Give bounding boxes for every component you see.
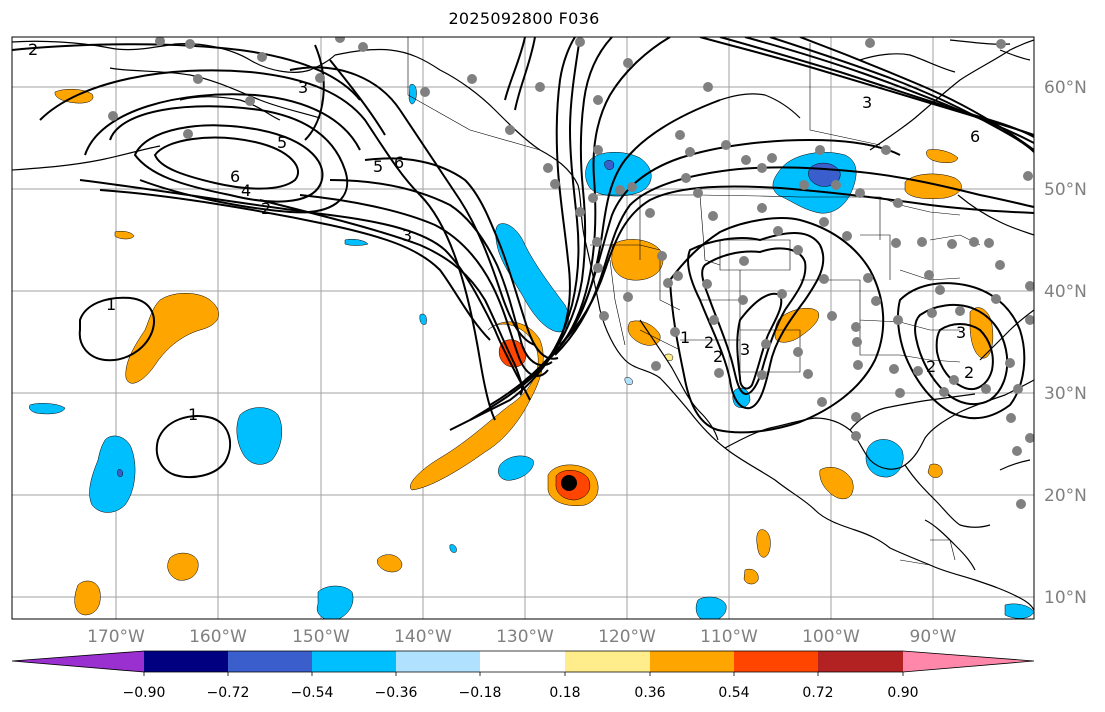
contour-label: 3 (862, 93, 872, 112)
colorbar-tick-label: −0.72 (207, 685, 250, 701)
colorbar-segment (650, 651, 735, 672)
contour-label: 3 (956, 323, 966, 342)
colorbar-segment (312, 651, 397, 672)
lon-label: 90°W (910, 627, 957, 647)
contour-label: 2 (926, 357, 936, 376)
map-title: 2025092800 F036 (448, 9, 600, 28)
colorbar-tick-label: 0.90 (887, 685, 918, 701)
contour-label: 1 (680, 328, 690, 347)
lon-label: 100°W (802, 627, 860, 647)
contour-label: 1 (188, 405, 198, 424)
contour-label: 4 (241, 181, 251, 200)
colorbar-segment (818, 651, 904, 672)
lat-label: 20°N (1044, 486, 1087, 506)
lon-label: 150°W (292, 627, 350, 647)
height-contours (12, 37, 1034, 479)
center-marker (561, 475, 577, 491)
colorbar-tick-label: 0.36 (634, 685, 665, 701)
lat-label: 30°N (1044, 384, 1087, 404)
lon-label: 110°W (700, 627, 758, 647)
colorbar-left-extension (12, 651, 144, 672)
lon-label: 130°W (496, 627, 554, 647)
colorbar-tick-label: −0.36 (375, 685, 418, 701)
colorbar-tick-label: 0.72 (802, 685, 833, 701)
colorbar-segment (480, 651, 566, 672)
contour-label: 2 (261, 199, 271, 218)
colorbar-ticks (143, 672, 904, 676)
contour-label: 6 (394, 153, 404, 172)
contour-label: 5 (373, 157, 383, 176)
colorbar-tick-label: 0.54 (718, 685, 749, 701)
longitude-labels: 170°W 160°W 150°W 140°W 130°W 120°W 110°… (87, 627, 957, 647)
lon-label: 140°W (394, 627, 452, 647)
colorbar-tick-label: −0.54 (291, 685, 334, 701)
contour-label: 3 (740, 340, 750, 359)
lat-label: 60°N (1044, 78, 1087, 98)
contour-label: 2 (964, 363, 974, 382)
colorbar-segment (734, 651, 819, 672)
colorbar-segment (396, 651, 481, 672)
contour-label: 3 (298, 78, 308, 97)
lon-label: 120°W (598, 627, 656, 647)
contour-label: 2 (704, 333, 714, 352)
lon-label: 170°W (87, 627, 145, 647)
contour-label: 2 (28, 40, 38, 59)
colorbar-segment (228, 651, 313, 672)
lon-label: 160°W (189, 627, 247, 647)
colorbar-tick-label: −0.18 (459, 685, 502, 701)
contour-label: 6 (970, 127, 980, 146)
contour-label: 6 (230, 167, 240, 186)
colorbar-segment (144, 651, 229, 672)
colorbar-segment (565, 651, 651, 672)
colorbar-right-extension (903, 651, 1034, 672)
contour-label: 5 (277, 133, 287, 152)
latitude-labels: 60°N 50°N 40°N 30°N 20°N 10°N (1044, 78, 1087, 608)
map-frame (11, 36, 1035, 620)
contour-label: 2 (713, 347, 723, 366)
colorbar-tick-label: −0.90 (123, 685, 166, 701)
station-markers (108, 37, 1034, 509)
contour-label: 3 (402, 226, 412, 245)
lat-label: 40°N (1044, 282, 1087, 302)
lat-label: 10°N (1044, 588, 1087, 608)
colorbar: −0.90 −0.72 −0.54 −0.36 −0.18 0.18 0.36 … (11, 650, 1035, 701)
contour-label: 1 (106, 295, 116, 314)
lat-label: 50°N (1044, 180, 1087, 200)
contour-labels: 2 3 5 6 4 2 3 5 6 1 1 3 6 1 2 2 3 3 2 2 (28, 40, 980, 424)
colorbar-tick-label: 0.18 (549, 685, 580, 701)
